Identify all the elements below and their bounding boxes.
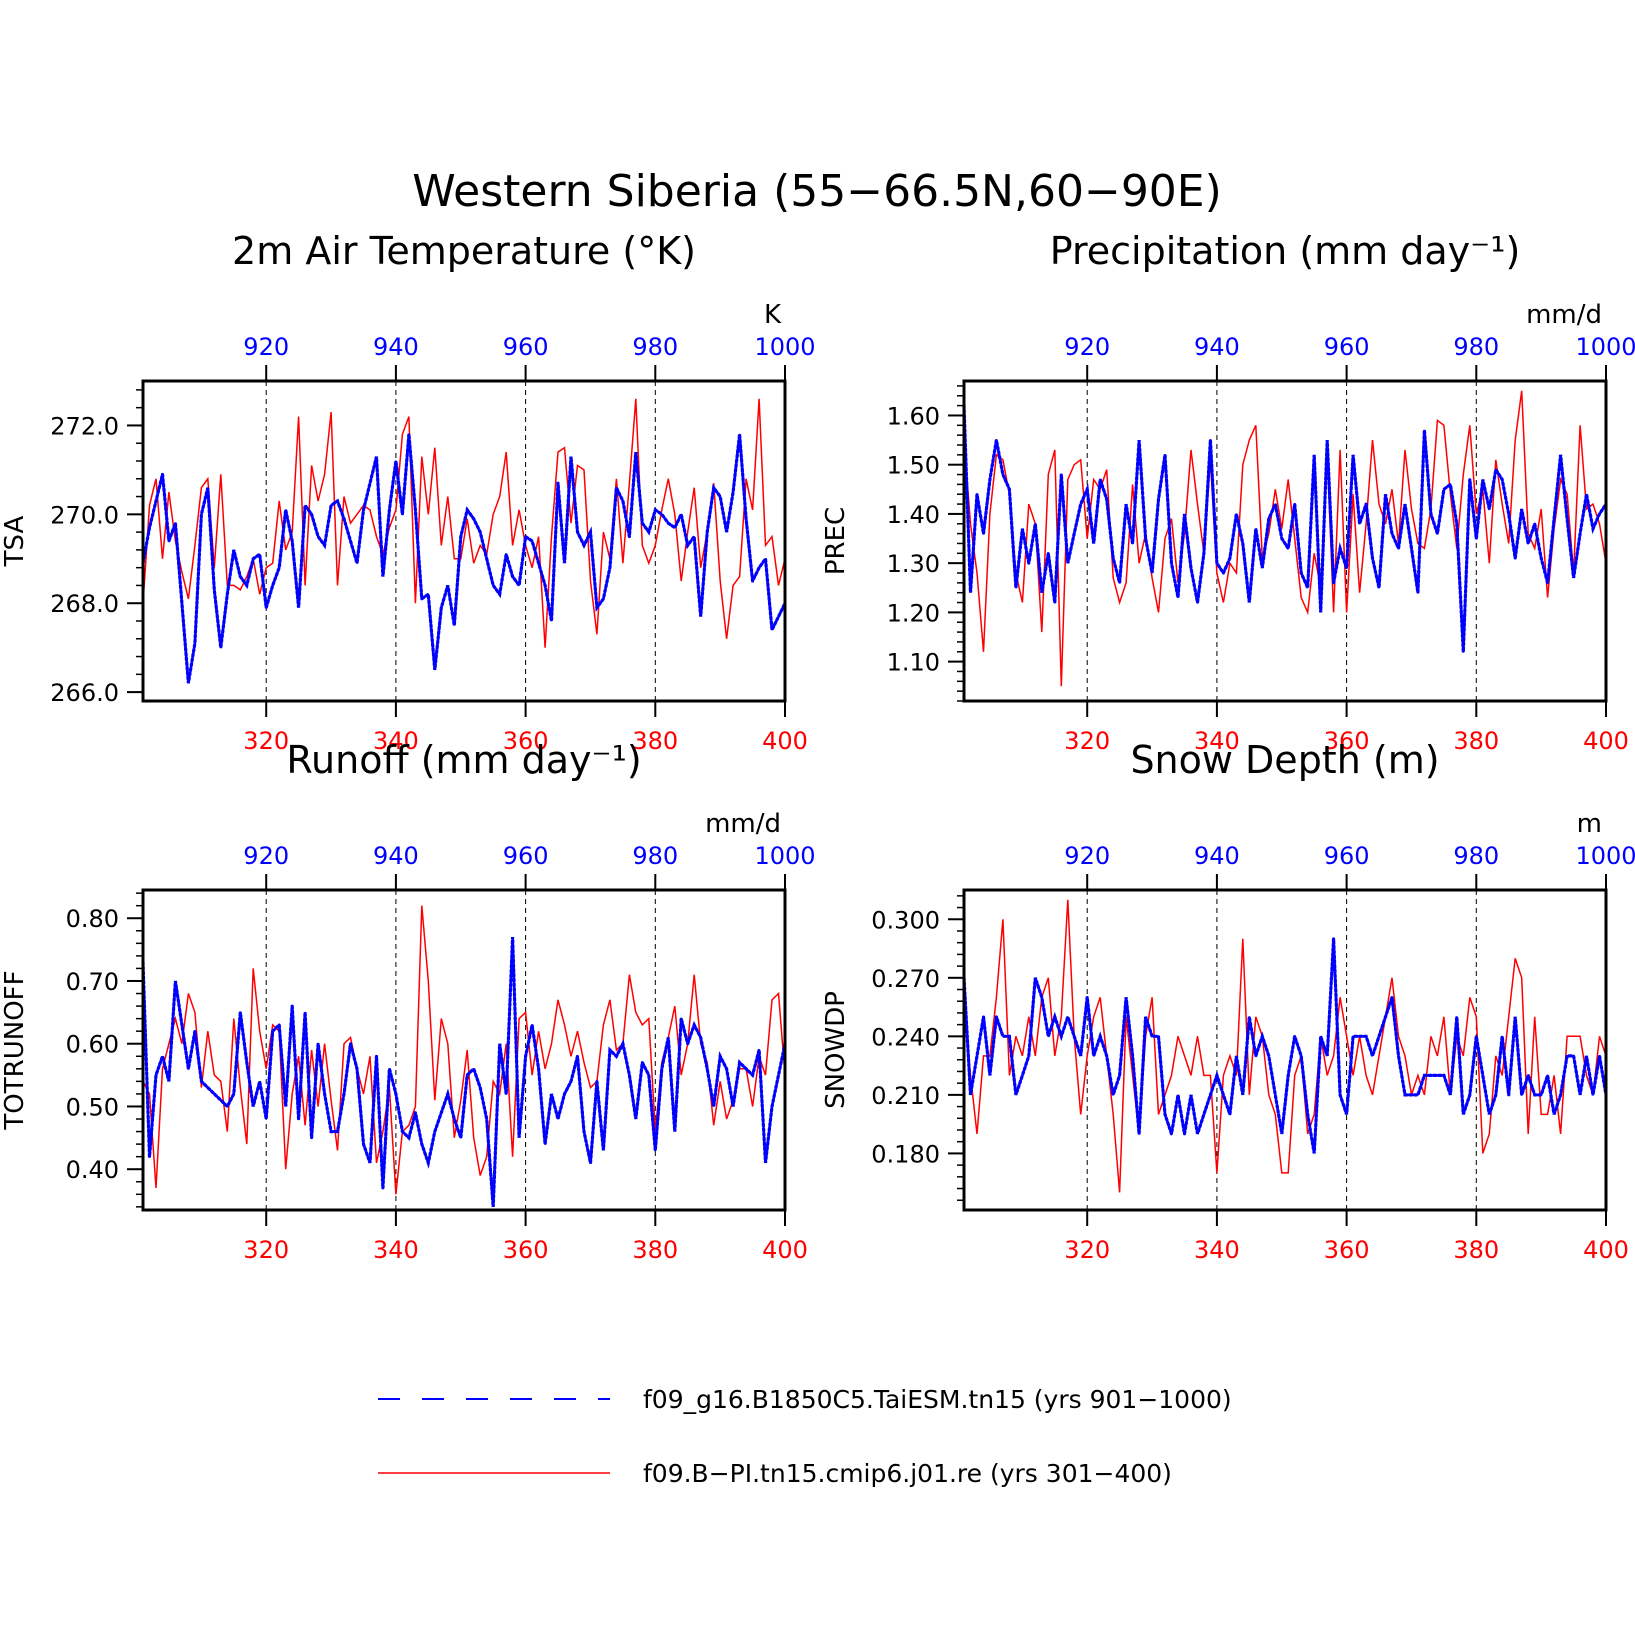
precipitation-title: Precipitation (mm day⁻¹) bbox=[1050, 229, 1521, 273]
snow-depth-plot-frame bbox=[962, 888, 1608, 1212]
runoff-y-tick-label: 0.40 bbox=[66, 1156, 119, 1184]
snow-depth-y-tick-label: 0.300 bbox=[871, 906, 940, 934]
panel-snow-depth: Snow Depth (m) m SNOWDP 0.180 0.210 0.240 0.27… bbox=[821, 738, 1635, 1264]
precipitation-y-tick-label: 1.40 bbox=[887, 501, 940, 529]
precipitation-x-bottom-tick-label: 360 bbox=[1324, 727, 1370, 755]
runoff-y-tick-label: 0.70 bbox=[66, 968, 119, 996]
precipitation-plot-frame bbox=[962, 379, 1608, 703]
precipitation-x-bottom-tick-label: 380 bbox=[1453, 727, 1499, 755]
panel-runoff: Runoff (mm day⁻¹) mm/d TOTRUNOFF 0.40 0.50 0.… bbox=[0, 738, 816, 1264]
precipitation-x-bottom-tick-label: 400 bbox=[1583, 727, 1629, 755]
runoff-x-top-tick-label: 940 bbox=[373, 842, 419, 870]
snow-depth-y-tick-label: 0.240 bbox=[871, 1023, 940, 1051]
runoff-y-tick-label: 0.60 bbox=[66, 1031, 119, 1059]
runoff-y-tick-label: 0.80 bbox=[66, 905, 119, 933]
snow-depth-y-tick-label: 0.210 bbox=[871, 1082, 940, 1110]
air-temperature-x-bottom-tick-label: 400 bbox=[762, 727, 808, 755]
precipitation-x-top-tick-label: 1000 bbox=[1575, 333, 1635, 361]
runoff-x-top-tick-label: 960 bbox=[503, 842, 549, 870]
precipitation-x-top-tick-label: 920 bbox=[1064, 333, 1110, 361]
precipitation-y-tick-label: 1.50 bbox=[887, 452, 940, 480]
panel-precipitation: Precipitation (mm day⁻¹)mm/d PREC 1.10 1.20… bbox=[821, 229, 1635, 755]
air-temperature-x-top-tick-label: 920 bbox=[243, 333, 289, 361]
runoff-y-axis-label: TOTRUNOFF bbox=[0, 970, 30, 1130]
snow-depth-x-bottom-tick-label: 360 bbox=[1324, 1236, 1370, 1264]
snow-depth-units-label: m bbox=[1577, 809, 1602, 839]
air-temperature-y-tick-label: 270.0 bbox=[50, 501, 119, 529]
air-temperature-title: 2m Air Temperature (°K) bbox=[232, 229, 696, 273]
precipitation-y-axis-label: PREC bbox=[821, 507, 851, 575]
runoff-units-label: mm/d bbox=[705, 809, 781, 839]
air-temperature-x-top-tick-label: 1000 bbox=[754, 333, 815, 361]
legend: f09_g16.B1850C5.TaiESM.tn15 (yrs 901−100… bbox=[378, 1385, 1232, 1488]
air-temperature-y-tick-label: 268.0 bbox=[50, 590, 119, 618]
precipitation-x-bottom-tick-label: 320 bbox=[1064, 727, 1110, 755]
runoff-x-bottom-tick-label: 380 bbox=[632, 1236, 678, 1264]
precipitation-units-label: mm/d bbox=[1526, 300, 1602, 330]
precipitation-series-red bbox=[963, 390, 1607, 687]
snow-depth-x-bottom-tick-label: 340 bbox=[1194, 1236, 1240, 1264]
air-temperature-units-label: K bbox=[764, 300, 782, 330]
runoff-title: Runoff (mm day⁻¹) bbox=[286, 738, 641, 782]
snow-depth-x-top-tick-label: 960 bbox=[1324, 842, 1370, 870]
runoff-plot-frame bbox=[141, 888, 787, 1212]
precipitation-y-tick-label: 1.60 bbox=[887, 402, 940, 430]
precipitation-series-blue bbox=[962, 404, 1608, 652]
precipitation-y-tick-label: 1.10 bbox=[887, 649, 940, 677]
precipitation-x-top-tick-label: 940 bbox=[1194, 333, 1240, 361]
air-temperature-plot-frame bbox=[141, 379, 787, 703]
figure-title: Western Siberia (55−66.5N,60−90E) bbox=[412, 166, 1222, 217]
air-temperature-series-blue bbox=[141, 434, 787, 684]
air-temperature-y-tick-label: 272.0 bbox=[50, 412, 119, 440]
snow-depth-y-tick-label: 0.270 bbox=[871, 965, 940, 993]
runoff-x-bottom-tick-label: 340 bbox=[373, 1236, 419, 1264]
snow-depth-x-top-tick-label: 920 bbox=[1064, 842, 1110, 870]
snow-depth-x-bottom-tick-label: 320 bbox=[1064, 1236, 1110, 1264]
air-temperature-x-top-tick-label: 980 bbox=[632, 333, 678, 361]
air-temperature-x-bottom-tick-label: 320 bbox=[243, 727, 289, 755]
runoff-x-bottom-tick-label: 360 bbox=[503, 1236, 549, 1264]
air-temperature-y-tick-label: 266.0 bbox=[50, 679, 119, 707]
snow-depth-series-blue bbox=[962, 938, 1608, 1154]
snow-depth-x-top-tick-label: 940 bbox=[1194, 842, 1240, 870]
runoff-x-top-tick-label: 1000 bbox=[754, 842, 815, 870]
precipitation-x-top-tick-label: 980 bbox=[1453, 333, 1499, 361]
air-temperature-x-bottom-tick-label: 380 bbox=[632, 727, 678, 755]
snow-depth-x-bottom-tick-label: 400 bbox=[1583, 1236, 1629, 1264]
legend-red-label: f09.B−PI.tn15.cmip6.j01.re (yrs 301−400) bbox=[643, 1459, 1172, 1488]
air-temperature-y-axis-label: TSA bbox=[0, 515, 30, 567]
air-temperature-x-top-tick-label: 960 bbox=[503, 333, 549, 361]
air-temperature-x-bottom-tick-label: 360 bbox=[503, 727, 549, 755]
legend-blue-label: f09_g16.B1850C5.TaiESM.tn15 (yrs 901−100… bbox=[643, 1385, 1232, 1414]
runoff-x-top-tick-label: 920 bbox=[243, 842, 289, 870]
air-temperature-x-top-tick-label: 940 bbox=[373, 333, 419, 361]
precipitation-y-tick-label: 1.30 bbox=[887, 550, 940, 578]
runoff-x-bottom-tick-label: 320 bbox=[243, 1236, 289, 1264]
runoff-series-blue bbox=[141, 937, 787, 1208]
runoff-y-tick-label: 0.50 bbox=[66, 1093, 119, 1121]
snow-depth-y-axis-label: SNOWDP bbox=[821, 991, 851, 1109]
panel-air-temperature: 2m Air Temperature (°K) K TSA 266.0 268.0 270… bbox=[0, 229, 816, 755]
snow-depth-x-bottom-tick-label: 380 bbox=[1453, 1236, 1499, 1264]
runoff-x-top-tick-label: 980 bbox=[632, 842, 678, 870]
precipitation-x-bottom-tick-label: 340 bbox=[1194, 727, 1240, 755]
snow-depth-y-tick-label: 0.180 bbox=[871, 1140, 940, 1168]
precipitation-y-tick-label: 1.20 bbox=[887, 599, 940, 627]
snow-depth-x-top-tick-label: 980 bbox=[1453, 842, 1499, 870]
runoff-x-bottom-tick-label: 400 bbox=[762, 1236, 808, 1264]
precipitation-x-top-tick-label: 960 bbox=[1324, 333, 1370, 361]
snow-depth-x-top-tick-label: 1000 bbox=[1575, 842, 1635, 870]
snow-depth-title: Snow Depth (m) bbox=[1130, 738, 1439, 782]
runoff-series-red bbox=[142, 905, 786, 1195]
air-temperature-x-bottom-tick-label: 340 bbox=[373, 727, 419, 755]
